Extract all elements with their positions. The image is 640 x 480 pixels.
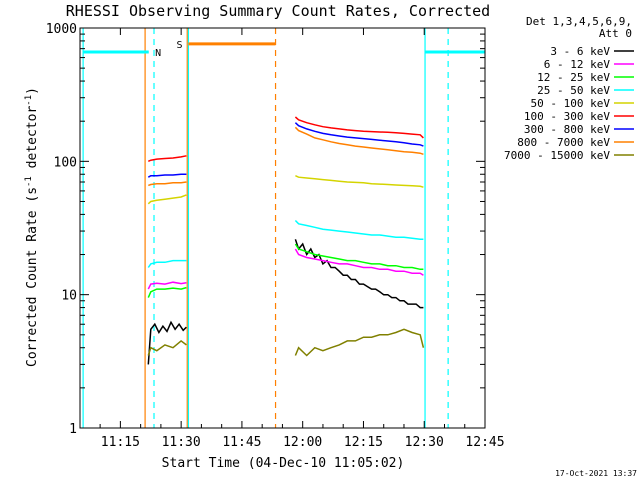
plot-axes bbox=[79, 27, 486, 429]
legend-header-line-1: Det 1,3,4,5,6,9, bbox=[526, 15, 632, 28]
series-line-3 bbox=[147, 219, 424, 268]
attenuator-interval-bars: NS bbox=[83, 40, 485, 59]
legend-label-3: 25 - 50 keV bbox=[537, 84, 610, 97]
chart-title: RHESSI Observing Summary Count Rates, Co… bbox=[66, 2, 490, 20]
legend-label-1: 6 - 12 keV bbox=[544, 58, 611, 71]
interval-label-1: S bbox=[176, 40, 182, 51]
x-tick-label-1: 11:30 bbox=[162, 435, 201, 450]
y-axis-label-mid: detector bbox=[25, 106, 40, 177]
y-tick-label-3: 1000 bbox=[46, 22, 77, 37]
y-axis-label-end: ) bbox=[25, 87, 40, 95]
legend-label-2: 12 - 25 keV bbox=[537, 71, 610, 84]
x-tick-label-5: 12:30 bbox=[405, 435, 444, 450]
series-line-7 bbox=[148, 126, 424, 187]
y-tick-label-1: 10 bbox=[61, 289, 77, 304]
y-axis-label: Corrected Count Rate (s-1 detector-1) bbox=[24, 87, 40, 367]
legend-label-5: 100 - 300 keV bbox=[524, 110, 610, 123]
legend-label-4: 50 - 100 keV bbox=[531, 97, 611, 110]
interval-label-0: N bbox=[155, 48, 161, 59]
series-line-2 bbox=[147, 243, 424, 298]
series-line-1 bbox=[147, 248, 424, 290]
x-ticks: 11:15 11:30 11:45 12:00 12:15 12:30 12:45 bbox=[99, 28, 505, 450]
series-line-0 bbox=[147, 239, 424, 365]
x-axis-label: Start Time (04-Dec-10 11:05:02) bbox=[162, 456, 405, 471]
y-axis-label-sup1: -1 bbox=[24, 176, 34, 187]
x-tick-label-3: 12:00 bbox=[283, 435, 322, 450]
legend-label-0: 3 - 6 keV bbox=[550, 45, 610, 58]
series-line-5 bbox=[147, 116, 424, 162]
y-tick-label-0: 1 bbox=[69, 422, 77, 437]
legend-header-line-2: Att 0 bbox=[599, 27, 632, 40]
count-rate-series bbox=[147, 116, 425, 365]
x-tick-label-0: 11:15 bbox=[101, 435, 140, 450]
y-axis-label-start: Corrected Count Rate (s bbox=[25, 187, 40, 367]
y-ticks: 1 10 100 1000 bbox=[46, 22, 485, 437]
series-line-8 bbox=[147, 328, 425, 357]
legend-label-6: 300 - 800 keV bbox=[524, 123, 610, 136]
x-tick-label-2: 11:45 bbox=[222, 435, 261, 450]
generation-timestamp: 17-Oct-2021 13:37 bbox=[555, 469, 637, 478]
x-tick-label-4: 12:15 bbox=[344, 435, 383, 450]
y-tick-label-2: 100 bbox=[54, 155, 77, 170]
x-tick-label-6: 12:45 bbox=[465, 435, 504, 450]
series-line-6 bbox=[147, 122, 424, 178]
legend-label-8: 7000 - 15000 keV bbox=[504, 149, 610, 162]
y-axis-label-sup2: -1 bbox=[24, 95, 34, 106]
interval-boundary-lines bbox=[82, 28, 449, 428]
series-line-4 bbox=[147, 175, 424, 205]
legend-label-7: 800 - 7000 keV bbox=[517, 136, 610, 149]
plot-frame bbox=[79, 27, 486, 429]
